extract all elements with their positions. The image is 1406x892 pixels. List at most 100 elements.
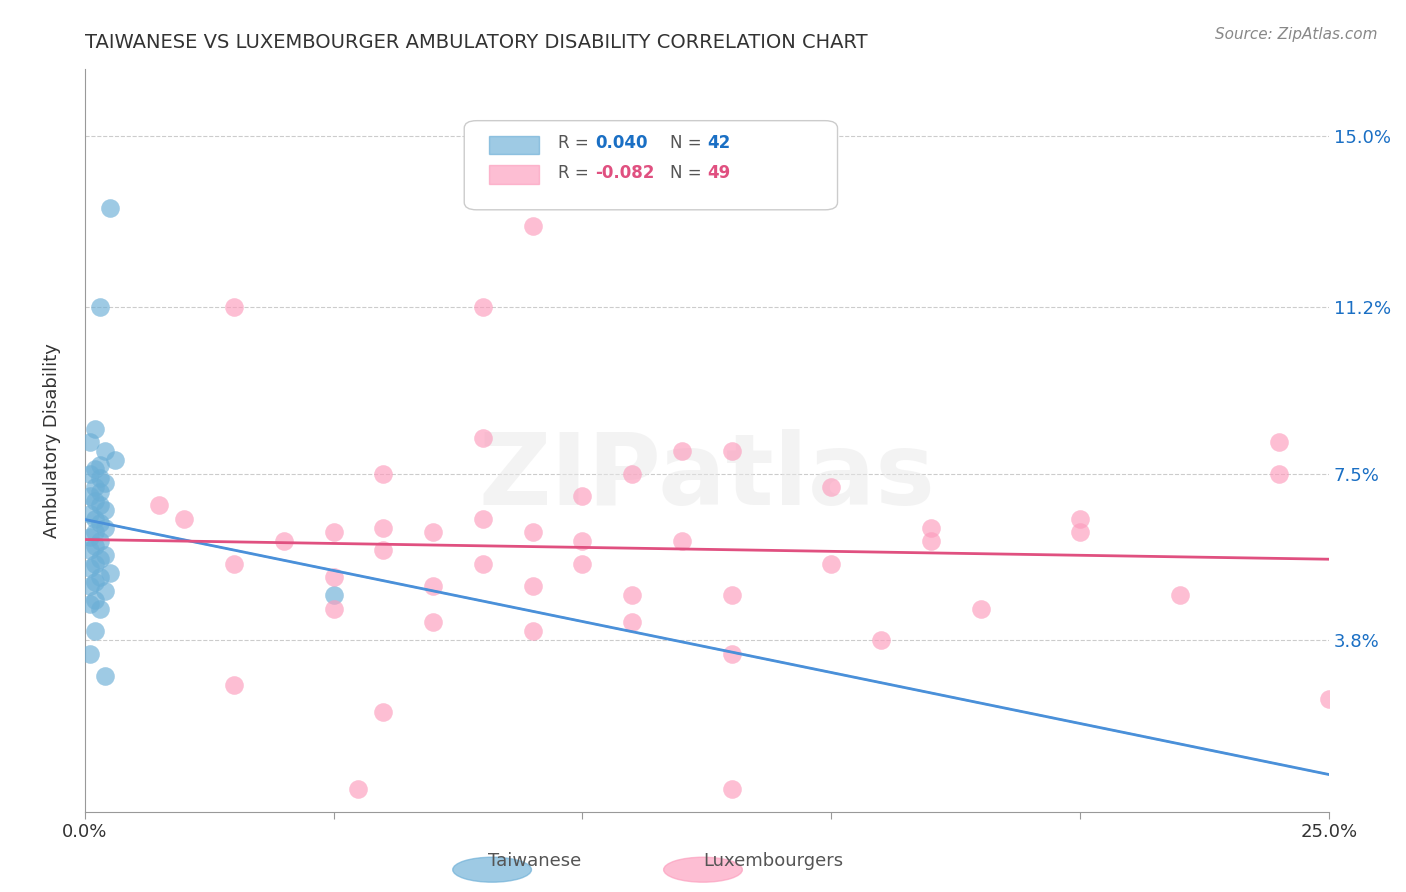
Point [222, 678, 245, 692]
Point [422, 525, 444, 540]
Point [522, 219, 544, 234]
Point [93, 521, 115, 535]
Point [322, 602, 344, 616]
Text: Source: ZipAtlas.com: Source: ZipAtlas.com [1215, 27, 1378, 42]
Point [83, 525, 105, 540]
Point [621, 467, 644, 481]
Point [820, 557, 842, 571]
Point [1268, 435, 1291, 450]
Point [79, 530, 101, 544]
Point [621, 589, 644, 603]
Point [720, 444, 742, 458]
Point [571, 534, 593, 549]
Point [83, 624, 105, 639]
Point [93, 548, 115, 562]
Text: -0.082: -0.082 [595, 163, 654, 182]
Point [104, 453, 127, 467]
Point [79, 579, 101, 593]
Point [671, 534, 693, 549]
Point [222, 557, 245, 571]
Point [471, 300, 494, 314]
Point [471, 431, 494, 445]
Point [969, 602, 991, 616]
Point [1069, 512, 1091, 526]
Point [347, 782, 370, 797]
Point [571, 557, 593, 571]
Point [89, 300, 111, 314]
Point [1168, 589, 1191, 603]
Text: 42: 42 [707, 134, 730, 152]
Point [93, 583, 115, 598]
Point [820, 480, 842, 494]
Point [422, 615, 444, 630]
Text: R =: R = [558, 134, 588, 152]
Text: ZIPatlas: ZIPatlas [478, 429, 935, 525]
Point [83, 593, 105, 607]
Circle shape [664, 857, 742, 882]
Point [373, 543, 395, 558]
Y-axis label: Ambulatory Disability: Ambulatory Disability [44, 343, 60, 538]
Bar [489, 165, 538, 184]
Point [89, 570, 111, 584]
Point [1268, 467, 1291, 481]
Point [79, 435, 101, 450]
Point [83, 480, 105, 494]
Circle shape [453, 857, 531, 882]
Text: 49: 49 [707, 163, 730, 182]
Text: 0.040: 0.040 [595, 134, 647, 152]
Text: Taiwanese: Taiwanese [488, 852, 581, 870]
Point [98, 566, 121, 580]
Point [1317, 692, 1340, 706]
Point [83, 422, 105, 436]
Point [273, 534, 295, 549]
Point [89, 484, 111, 499]
Point [89, 471, 111, 485]
Point [89, 499, 111, 513]
Text: Luxembourgers: Luxembourgers [703, 852, 844, 870]
Point [89, 602, 111, 616]
Text: N =: N = [669, 163, 702, 182]
Point [89, 552, 111, 566]
Point [79, 561, 101, 575]
Point [920, 534, 942, 549]
Point [373, 467, 395, 481]
Point [522, 525, 544, 540]
Point [720, 782, 742, 797]
Point [79, 598, 101, 612]
Point [83, 512, 105, 526]
Point [621, 615, 644, 630]
Point [93, 669, 115, 683]
Point [471, 512, 494, 526]
Text: N =: N = [669, 134, 702, 152]
Point [322, 525, 344, 540]
Point [720, 589, 742, 603]
Point [322, 589, 344, 603]
Point [93, 444, 115, 458]
Point [522, 624, 544, 639]
Point [79, 467, 101, 481]
Point [93, 475, 115, 490]
Text: TAIWANESE VS LUXEMBOURGER AMBULATORY DISABILITY CORRELATION CHART: TAIWANESE VS LUXEMBOURGER AMBULATORY DIS… [84, 33, 868, 52]
Point [322, 570, 344, 584]
Point [920, 521, 942, 535]
Point [83, 494, 105, 508]
Point [870, 633, 893, 648]
Point [671, 444, 693, 458]
Point [373, 521, 395, 535]
Point [89, 458, 111, 472]
Point [83, 574, 105, 589]
Point [422, 579, 444, 593]
Point [79, 489, 101, 503]
Point [79, 508, 101, 522]
Text: R =: R = [558, 163, 588, 182]
Point [93, 503, 115, 517]
Point [720, 647, 742, 661]
Point [571, 489, 593, 503]
Point [373, 706, 395, 720]
Point [148, 499, 170, 513]
Point [89, 516, 111, 531]
Point [522, 579, 544, 593]
Point [471, 557, 494, 571]
Point [83, 539, 105, 553]
Point [1069, 525, 1091, 540]
